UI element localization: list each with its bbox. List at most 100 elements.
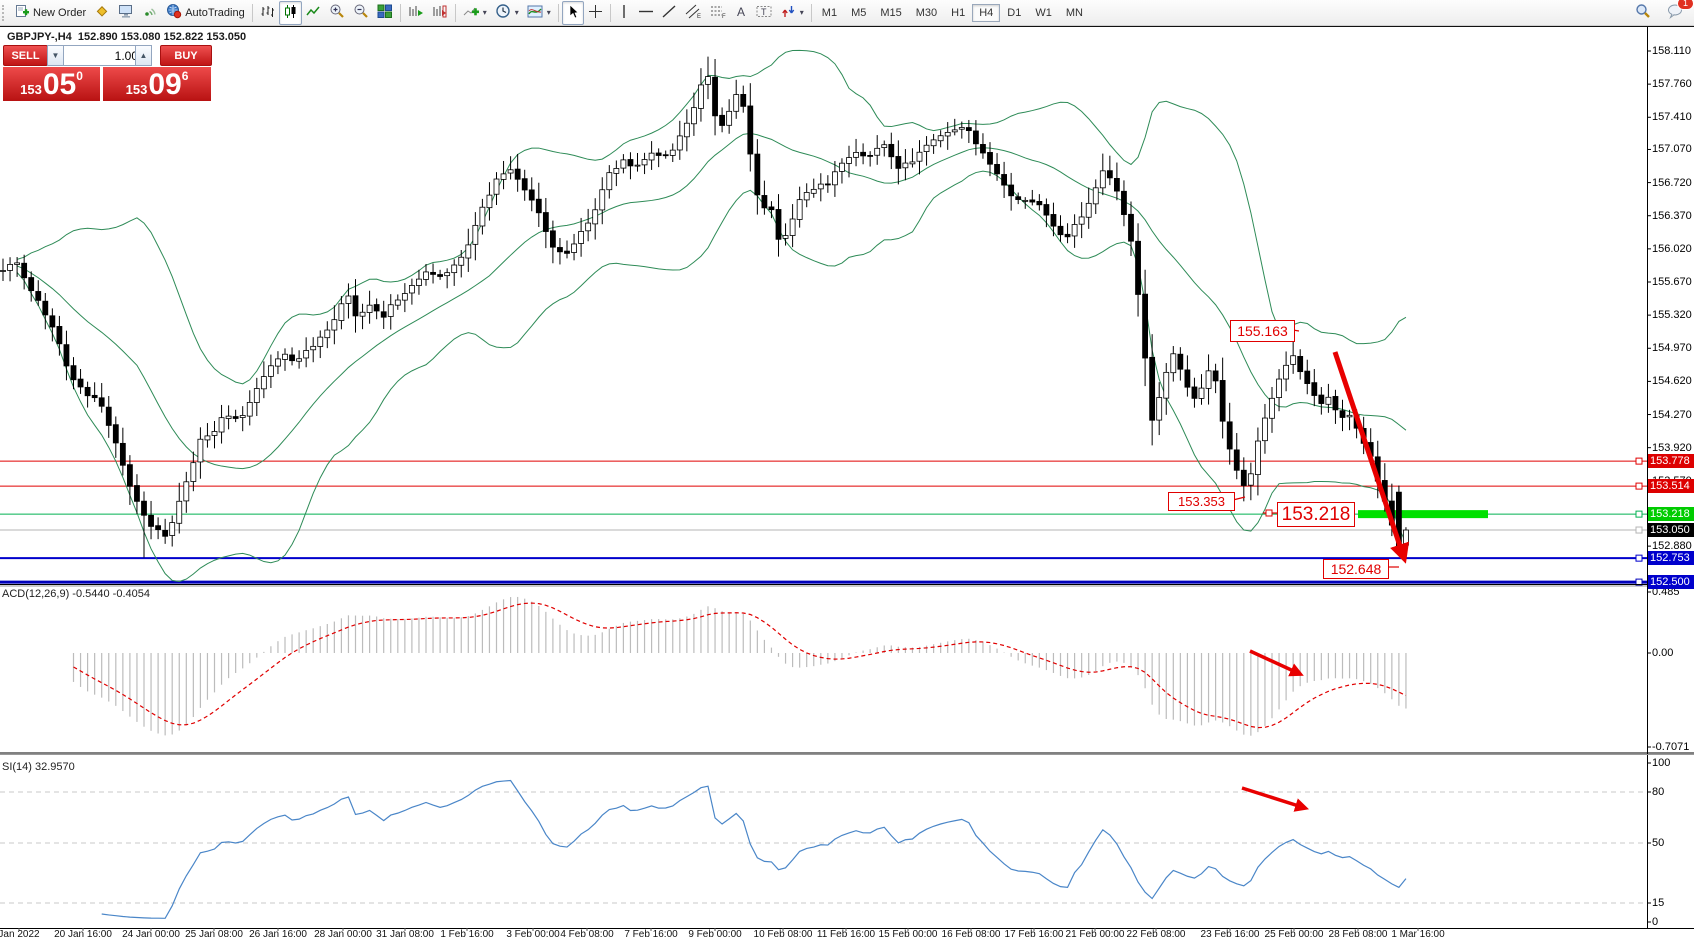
new-order-button[interactable]: New Order: [11, 1, 90, 25]
line-chart-button[interactable]: [302, 1, 325, 25]
text-button[interactable]: A: [731, 1, 752, 25]
svg-text:E: E: [697, 14, 701, 19]
metaeditor-icon: [118, 4, 134, 22]
one-click-trade-panel: SELL ▼ ▲ BUY 153 05 0 153 09 6: [3, 45, 212, 101]
timeframe-m1[interactable]: M1: [821, 6, 838, 19]
price-annotation[interactable]: 153.353: [1168, 492, 1235, 511]
time-tick: 16 Feb 08:00: [941, 929, 1001, 940]
vertical-line-button[interactable]: [614, 1, 634, 25]
text-label-button[interactable]: T: [752, 1, 777, 25]
line-handle: [1635, 554, 1643, 562]
indicators-dropdown-icon[interactable]: ▾: [482, 8, 487, 17]
time-tick: 11 Feb 16:00: [816, 929, 876, 940]
indicators-button[interactable]: ▾: [459, 1, 491, 25]
price-tick: 156.720: [1652, 176, 1692, 189]
horizontal-line-button[interactable]: [634, 1, 658, 25]
timeframe-w1[interactable]: W1: [1035, 6, 1052, 19]
volume-decrease-button[interactable]: ▼: [47, 45, 64, 66]
candlestick-chart-button[interactable]: [278, 0, 302, 25]
price-tick: 153.920: [1652, 441, 1692, 454]
notifications-button[interactable]: 1: [1663, 0, 1694, 25]
time-tick: 9 Feb 00:00: [688, 929, 742, 940]
candlestick-chart-icon: [283, 4, 298, 22]
toolbar-separator: [399, 3, 401, 22]
buy-price-small: 153: [125, 82, 148, 97]
timeframe-m30[interactable]: M30: [915, 6, 938, 19]
price-annotation[interactable]: 155.163: [1230, 320, 1295, 342]
zoom-in-icon: [329, 3, 345, 22]
spinner-up-icon: ▲: [139, 51, 148, 60]
templates-button[interactable]: ▾: [523, 1, 555, 25]
sell-price[interactable]: 153 05 0: [3, 67, 100, 101]
timeframe-h4[interactable]: H4: [972, 3, 1001, 22]
autotrading-button[interactable]: AutoTrading: [162, 0, 249, 25]
timeframe-d1[interactable]: D1: [1007, 6, 1022, 19]
indicator-tick: 80: [1652, 786, 1665, 798]
time-tick: 15 Feb 00:00: [878, 929, 938, 940]
price-tick: 154.620: [1652, 375, 1692, 388]
indicator-tick: 100: [1652, 757, 1671, 769]
sell-button[interactable]: SELL: [3, 45, 48, 66]
timeframe-m5[interactable]: M5: [851, 6, 867, 19]
crosshair-icon: [588, 4, 603, 22]
time-tick: 26 Jan 16:00: [249, 929, 307, 940]
candles: [0, 56, 1409, 558]
signals-button[interactable]: [138, 1, 162, 25]
tile-windows-button[interactable]: [373, 1, 397, 25]
price-badge: 153.514: [1648, 479, 1694, 494]
search-button[interactable]: [1631, 0, 1655, 25]
zoom-in-button[interactable]: [325, 0, 349, 25]
time-tick: 25 Feb 00:00: [1264, 929, 1324, 940]
arrows-icon: [781, 4, 796, 22]
trend-arrow: [1332, 351, 1410, 564]
fibonacci-button[interactable]: F: [706, 1, 731, 25]
time-tick: 31 Jan 08:00: [376, 929, 434, 940]
crosshair-button[interactable]: [584, 1, 607, 25]
timeframe-h1[interactable]: H1: [951, 6, 966, 19]
line-chart-icon: [306, 4, 321, 22]
equidistant-channel-icon: E: [685, 4, 702, 22]
arrows-dropdown-icon[interactable]: ▾: [799, 8, 804, 17]
timeframe-m15[interactable]: M15: [880, 6, 902, 19]
cursor-button[interactable]: [561, 0, 584, 25]
chart-shift-button[interactable]: [428, 1, 452, 25]
zoom-out-button[interactable]: [349, 0, 373, 25]
price-tick: 156.370: [1652, 209, 1692, 222]
time-tick: 4 Feb 08:00: [560, 929, 614, 940]
time-tick: 25 Jan 08:00: [185, 929, 243, 940]
buy-price[interactable]: 153 09 6: [103, 67, 211, 101]
indicator-tick: 50: [1652, 837, 1665, 849]
line-handle: [1635, 482, 1643, 490]
time-tick: 7 Feb 16:00: [624, 929, 678, 940]
buy-button[interactable]: BUY: [160, 45, 212, 66]
volume-input[interactable]: [63, 45, 143, 66]
price-tick: 154.270: [1652, 408, 1692, 421]
market-watch-button[interactable]: [90, 0, 114, 25]
periods-button[interactable]: ▾: [491, 0, 523, 25]
price-badge: 153.218: [1648, 507, 1694, 522]
equidistant-channel-button[interactable]: E: [681, 1, 706, 25]
price-annotation[interactable]: 152.648: [1323, 559, 1389, 579]
metaeditor-button[interactable]: [114, 1, 138, 25]
vertical-line-icon: [618, 4, 630, 22]
toolbar-grip[interactable]: [2, 4, 9, 21]
timeframe-mn[interactable]: MN: [1065, 6, 1083, 19]
price-tick: 155.320: [1652, 309, 1692, 322]
macd-signal-line: [73, 602, 1407, 729]
arrows-button[interactable]: ▾: [777, 1, 808, 25]
autotrading-label: AutoTrading: [185, 6, 245, 19]
time-tick: 1 Mar 16:00: [1391, 929, 1445, 940]
text-label-icon: T: [756, 4, 773, 22]
time-tick: 20 Jan 16:00: [54, 929, 112, 940]
bar-chart-icon: [260, 4, 275, 22]
auto-scroll-button[interactable]: [404, 1, 428, 25]
time-tick: 21 Feb 00:00: [1065, 929, 1125, 940]
trendline-button[interactable]: [658, 1, 681, 25]
price-annotation[interactable]: 153.218: [1277, 502, 1355, 527]
volume-increase-button[interactable]: ▲: [135, 45, 152, 66]
templates-dropdown-icon[interactable]: ▾: [546, 8, 551, 17]
signals-icon: [142, 4, 158, 22]
periods-dropdown-icon[interactable]: ▾: [514, 8, 519, 17]
bar-chart-button[interactable]: [256, 1, 279, 25]
